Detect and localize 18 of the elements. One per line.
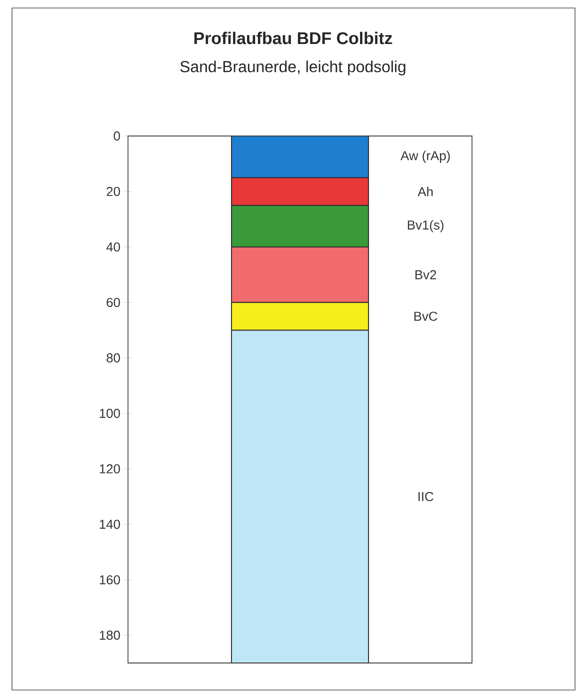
text: Bv1(s) [408,220,444,232]
y-tick-label: 0 [114,131,120,141]
y-tick-label: 160 [100,575,120,584]
y-tick-label: 100 [100,408,120,418]
text: BvC [414,312,438,321]
chart-title: Profilaufbau BDF Colbitz [194,32,392,44]
text: Bv2 [415,270,436,280]
y-tick-label: 120 [100,464,120,474]
y-tick-label: 140 [100,520,120,529]
text: IIC [418,492,434,502]
text: Aw (rAp) [400,150,450,163]
y-tick-label: 80 [106,353,120,362]
y-tick-label: 180 [100,630,120,640]
y-tick-label: 60 [106,298,120,308]
y-tick-label: 20 [106,186,120,196]
text: Ah [418,186,433,196]
y-tick-label: 40 [106,242,120,252]
chart-subtitle: Sand-Braunerde, leicht podsolig [180,60,406,76]
